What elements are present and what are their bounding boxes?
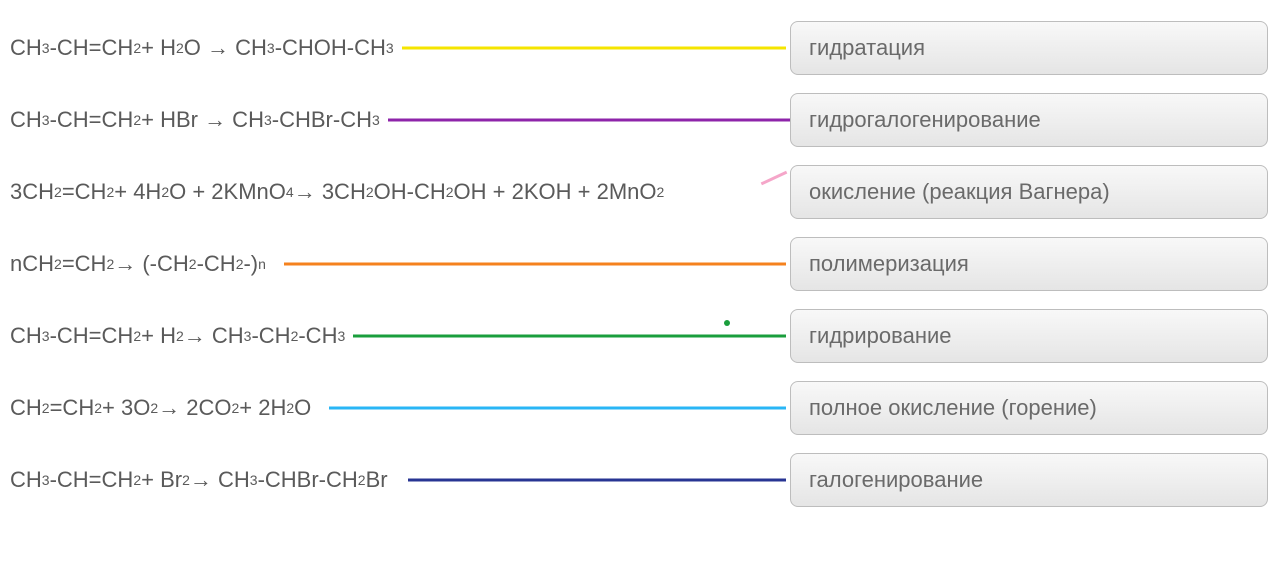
reaction-row-1: CH3-CH=CH2 + H2O → CH3-CHOH-CH3 гидратац… [10,12,1268,84]
formula-1: CH3-CH=CH2 + H2O → CH3-CHOH-CH3 [10,35,394,61]
label-text-4: полимеризация [809,251,969,277]
label-box-3: окисление (реакция Вагнера) [790,165,1268,219]
formula-4: nCH2=CH2 → (-CH2-CH2-)n [10,251,266,277]
label-box-6: полное окисление (горение) [790,381,1268,435]
formula-2: CH3-CH=CH2 + HBr → CH3-CHBr-CH3 [10,107,380,133]
label-box-5: гидрирование [790,309,1268,363]
connector-5-dot [724,320,730,326]
label-text-6: полное окисление (горение) [809,395,1097,421]
label-text-1: гидратация [809,35,925,61]
connector-4 [284,263,786,266]
label-box-4: полимеризация [790,237,1268,291]
label-text-7: галогенирование [809,467,983,493]
reaction-row-5: CH3-CH=CH2 + H2 → CH3-CH2-CH3 гидрирован… [10,300,1268,372]
connector-6 [329,407,786,410]
label-text-5: гидрирование [809,323,952,349]
label-text-2: гидрогалогенирование [809,107,1041,133]
connector-wrap-4 [266,228,790,300]
label-text-3: окисление (реакция Вагнера) [809,179,1110,205]
connector-7 [408,479,786,482]
connector-wrap-1 [394,12,790,84]
label-box-7: галогенирование [790,453,1268,507]
reaction-row-4: nCH2=CH2 → (-CH2-CH2-)n полимеризация [10,228,1268,300]
connector-wrap-6 [311,372,790,444]
connector-wrap-5 [345,300,790,372]
connector-wrap-3 [664,156,790,228]
reaction-row-6: CH2=CH2 + 3O2 → 2CO2 + 2H2O полное окисл… [10,372,1268,444]
connector-1 [402,47,786,50]
reactions-matching-diagram: CH3-CH=CH2 + H2O → CH3-CHOH-CH3 гидратац… [0,0,1278,576]
connector-wrap-2 [380,84,790,156]
label-box-2: гидрогалогенирование [790,93,1268,147]
connector-2 [388,119,790,122]
formula-7: CH3-CH=CH2 + Br2 → CH3-CHBr-CH2Br [10,467,388,493]
connector-5 [353,335,786,338]
reaction-row-7: CH3-CH=CH2 + Br2 → CH3-CHBr-CH2Br галоге… [10,444,1268,516]
label-box-1: гидратация [790,21,1268,75]
reaction-row-2: CH3-CH=CH2 + HBr → CH3-CHBr-CH3 гидрогал… [10,84,1268,156]
connector-3 [761,170,788,185]
connector-wrap-7 [388,444,790,516]
formula-6: CH2=CH2 + 3O2 → 2CO2 + 2H2O [10,395,311,421]
formula-3: 3CH2=CH2 + 4H2O + 2KMnO4 → 3CH2OH-CH2OH … [10,179,664,205]
formula-5: CH3-CH=CH2 + H2 → CH3-CH2-CH3 [10,323,345,349]
reaction-row-3: 3CH2=CH2 + 4H2O + 2KMnO4 → 3CH2OH-CH2OH … [10,156,1268,228]
